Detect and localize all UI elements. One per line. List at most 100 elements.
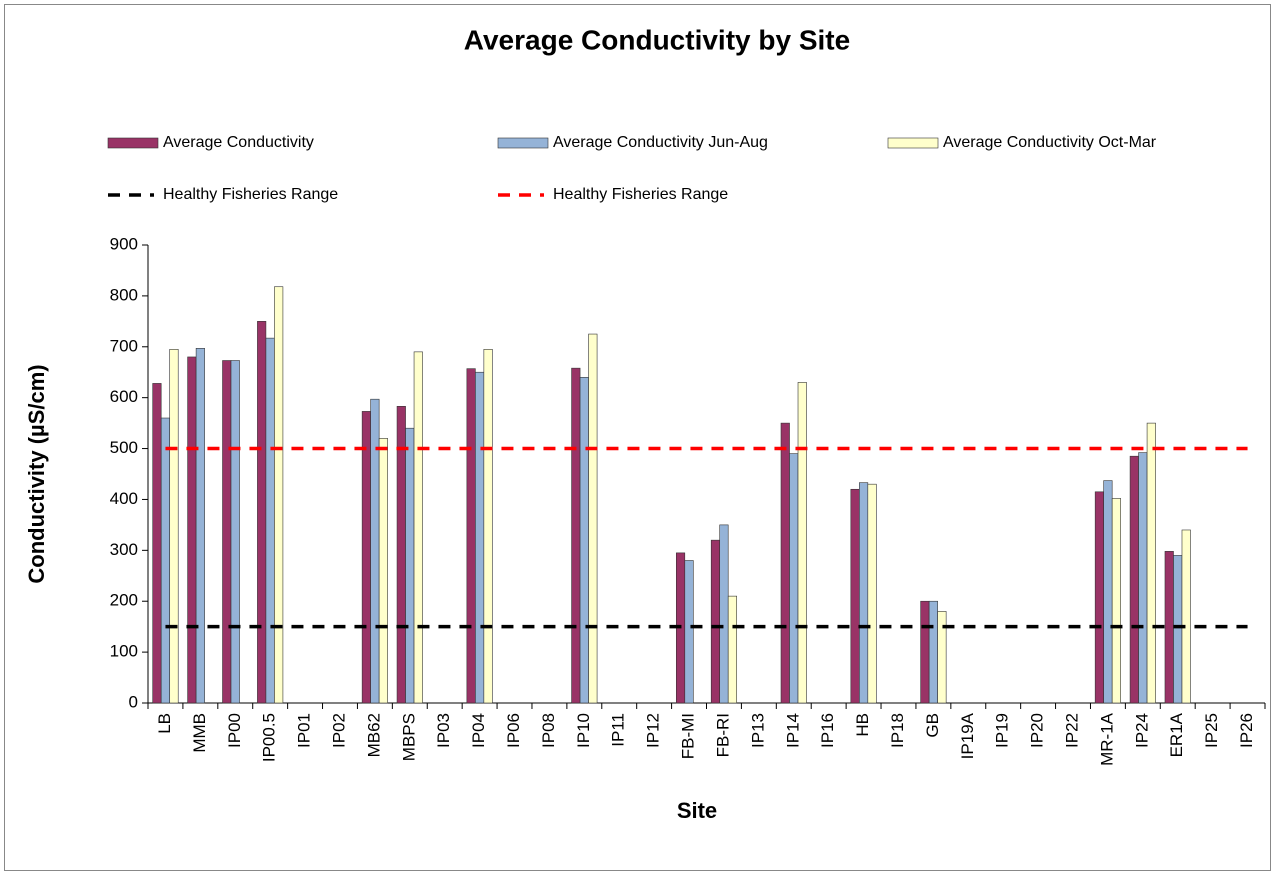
bar bbox=[370, 398, 380, 704]
y-tick-label: 100 bbox=[110, 642, 138, 661]
y-tick-label: 900 bbox=[110, 234, 138, 253]
bar bbox=[850, 488, 860, 704]
x-axis-title: Site bbox=[677, 798, 717, 823]
x-tick-label: LB bbox=[155, 713, 174, 734]
bar bbox=[579, 377, 589, 704]
x-tick-label: IP25 bbox=[1202, 713, 1221, 748]
bar bbox=[867, 483, 877, 704]
bar bbox=[1094, 491, 1104, 704]
x-tick-label: IP04 bbox=[469, 713, 488, 748]
x-tick-label: IP16 bbox=[818, 713, 837, 748]
bar bbox=[1111, 498, 1121, 704]
bar bbox=[684, 560, 694, 704]
x-tick-label: IP03 bbox=[434, 713, 453, 748]
x-tick-label: IP10 bbox=[574, 713, 593, 748]
bar bbox=[230, 360, 240, 704]
x-tick-label: IP01 bbox=[295, 713, 314, 748]
bar bbox=[475, 371, 485, 704]
bar bbox=[187, 356, 197, 704]
legend-label: Average Conductivity Jun-Aug bbox=[553, 134, 768, 151]
bar bbox=[396, 406, 406, 704]
x-tick-label: FB-MI bbox=[679, 713, 698, 759]
bar bbox=[169, 349, 179, 704]
x-tick-label: ER1A bbox=[1167, 712, 1186, 757]
bar bbox=[719, 524, 729, 704]
x-tick-label: MR-1A bbox=[1097, 712, 1116, 766]
bar bbox=[378, 438, 388, 704]
x-tick-label: IP20 bbox=[1028, 713, 1047, 748]
y-tick-label: 200 bbox=[110, 591, 138, 610]
bar bbox=[1173, 555, 1183, 704]
bar bbox=[920, 600, 930, 704]
bar bbox=[1103, 480, 1113, 704]
bar bbox=[710, 539, 721, 704]
chart-frame bbox=[4, 4, 1271, 871]
bar bbox=[1138, 452, 1148, 704]
bar bbox=[797, 382, 807, 704]
y-tick-label: 400 bbox=[110, 489, 138, 508]
bar bbox=[483, 349, 493, 704]
x-tick-label: IP06 bbox=[504, 713, 523, 748]
y-tick-label: 800 bbox=[110, 285, 138, 304]
y-axis-title: Conductivity (µS/cm) bbox=[24, 364, 49, 583]
bar bbox=[257, 321, 267, 704]
legend-label: Average Conductivity bbox=[163, 134, 314, 151]
x-tick-label: IP08 bbox=[539, 713, 558, 748]
x-tick-label: IP11 bbox=[609, 713, 628, 747]
bar bbox=[727, 595, 738, 704]
legend-label: Average Conductivity Oct-Mar bbox=[943, 134, 1157, 151]
bar bbox=[361, 411, 371, 704]
legend-swatch bbox=[887, 137, 939, 149]
y-tick-label: 500 bbox=[110, 438, 138, 457]
x-tick-label: IP00 bbox=[225, 713, 244, 748]
x-tick-label: IP14 bbox=[783, 713, 802, 748]
bar bbox=[413, 351, 423, 704]
bar bbox=[1164, 551, 1174, 704]
legend-swatch bbox=[107, 137, 159, 149]
x-tick-label: IP19 bbox=[993, 713, 1012, 748]
bar bbox=[1129, 455, 1139, 704]
bar bbox=[160, 417, 171, 704]
x-tick-label: IP02 bbox=[329, 713, 348, 748]
chart-title: Average Conductivity by Site bbox=[464, 24, 850, 55]
bar bbox=[1181, 529, 1191, 704]
bar bbox=[937, 611, 947, 704]
y-tick-label: 300 bbox=[110, 540, 138, 559]
x-tick-label: HB bbox=[853, 713, 872, 737]
x-tick-label: MMB bbox=[190, 713, 209, 753]
bar bbox=[405, 427, 415, 704]
bar bbox=[152, 383, 162, 704]
bar bbox=[859, 482, 869, 704]
bar bbox=[571, 367, 581, 704]
bar bbox=[222, 360, 232, 704]
x-tick-label: IP12 bbox=[644, 713, 663, 748]
legend-label: Healthy Fisheries Range bbox=[163, 186, 338, 203]
bar bbox=[789, 453, 799, 704]
bar bbox=[466, 368, 476, 704]
bar bbox=[265, 337, 275, 704]
y-tick-label: 0 bbox=[129, 692, 138, 711]
bar bbox=[928, 600, 938, 704]
y-tick-label: 600 bbox=[110, 387, 138, 406]
x-tick-label: MBPS bbox=[399, 713, 418, 761]
bar bbox=[588, 333, 598, 704]
x-tick-label: IP22 bbox=[1063, 713, 1082, 748]
x-tick-label: IP18 bbox=[888, 713, 907, 748]
bar bbox=[195, 348, 205, 704]
x-tick-label: IP24 bbox=[1132, 713, 1151, 748]
x-tick-label: IP19A bbox=[958, 712, 977, 759]
x-tick-label: IP13 bbox=[748, 713, 767, 748]
bar bbox=[274, 286, 284, 704]
x-tick-label: IP00.5 bbox=[260, 713, 279, 762]
bar bbox=[780, 422, 790, 704]
bar bbox=[1146, 422, 1156, 704]
legend-label: Healthy Fisheries Range bbox=[553, 186, 728, 203]
x-tick-label: GB bbox=[923, 713, 942, 738]
legend-swatch bbox=[497, 137, 549, 149]
x-tick-label: FB-RI bbox=[713, 713, 732, 757]
x-tick-label: MB62 bbox=[364, 713, 383, 757]
x-tick-label: IP26 bbox=[1237, 713, 1256, 748]
y-tick-label: 700 bbox=[110, 336, 138, 355]
